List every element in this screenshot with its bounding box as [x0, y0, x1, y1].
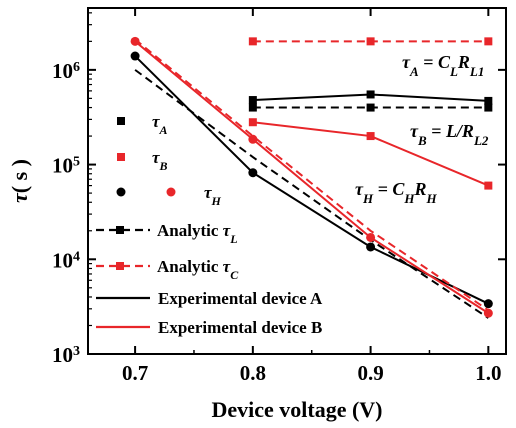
- marker-analyticC_tauA-1: [366, 37, 375, 46]
- marker-expA_tauH-0: [130, 51, 140, 61]
- legend-marker-2-0: [116, 187, 126, 197]
- legend-item-6: Experimental device B: [96, 318, 322, 337]
- annotation-tau-b: τB = L/RL2: [410, 121, 489, 148]
- x-tick-label-1: 0.8: [240, 361, 266, 385]
- annotation-tau-a: τA = CLRL1: [402, 52, 484, 79]
- legend-item-5: Experimental device A: [96, 289, 323, 308]
- marker-analyticC_tauA-0: [248, 37, 257, 46]
- marker-expB_tauH-2: [366, 232, 376, 242]
- marker-expB_tauB-1: [366, 132, 375, 141]
- x-axis-title: Device voltage (V): [211, 397, 382, 422]
- x-tick-label-0: 0.7: [122, 361, 148, 385]
- legend-marker-4: [116, 262, 124, 270]
- y-axis-symbol: τ: [7, 192, 32, 203]
- axis-ticks: [88, 8, 506, 355]
- y-tick-label-2: 105: [52, 154, 80, 178]
- legend-marker-0: [117, 117, 125, 125]
- marker-expA_tauH-1: [248, 168, 258, 178]
- series-markers: [130, 36, 493, 318]
- y-tick-label-1: 104: [52, 248, 80, 272]
- annotation-tau-h: τH = CHRH: [355, 179, 438, 206]
- plot-frame: [87, 7, 507, 355]
- marker-expA_tauA-2: [484, 96, 493, 105]
- legend-item-0: τA: [117, 112, 168, 137]
- series-lines: [134, 38, 489, 319]
- legend-label-1: τB: [152, 148, 168, 173]
- marker-expB_tauB-2: [484, 181, 493, 190]
- marker-expB_tauH-1: [248, 134, 258, 144]
- marker-expB_tauH-0: [130, 36, 140, 46]
- legend-marker-1: [117, 153, 125, 161]
- marker-analyticL_tauA-0: [248, 103, 257, 112]
- legend-label-6: Experimental device B: [158, 318, 322, 337]
- marker-expA_tauA-0: [248, 96, 257, 105]
- y-tick-label-3: 106: [52, 59, 80, 83]
- legend-label-5: Experimental device A: [158, 289, 323, 308]
- x-tick-label-3: 1.0: [475, 361, 501, 385]
- marker-analyticC_tauA-2: [484, 37, 493, 46]
- svg-text:τ( s ): τ( s ): [7, 159, 32, 203]
- marker-analyticL_tauA-2: [484, 103, 493, 112]
- legend-label-4: Analytic τC: [157, 257, 239, 282]
- marker-expB_tauH-3: [483, 308, 493, 318]
- legend-item-3: Analytic τL: [96, 221, 238, 246]
- legend-marker-2-1: [166, 187, 176, 197]
- series-line-analytic_tauC: [134, 38, 489, 312]
- legend-label-2: τH: [204, 183, 222, 208]
- y-axis-unit: ( s ): [7, 159, 32, 193]
- legend-item-2: τH: [116, 183, 222, 208]
- legend: τA τB τH Analytic τL Analytic τC Experimental…: [96, 112, 323, 337]
- legend-marker-3: [116, 226, 124, 234]
- y-axis-title: τ( s ): [7, 159, 32, 203]
- x-tick-label-2: 0.9: [357, 361, 383, 385]
- marker-expA_tauH-3: [483, 299, 493, 309]
- x-tick-labels: 0.7 0.8 0.9 1.0: [122, 361, 501, 385]
- legend-label-3: Analytic τL: [157, 221, 238, 246]
- marker-analyticL_tauA-1: [366, 103, 375, 112]
- legend-label-0: τA: [152, 112, 168, 137]
- marker-expB_tauB-0: [248, 118, 257, 127]
- marker-expA_tauH-2: [366, 242, 376, 252]
- y-tick-label-0: 103: [52, 343, 80, 367]
- legend-item-4: Analytic τC: [96, 257, 239, 282]
- series-line-expB_tauH: [134, 40, 489, 314]
- legend-item-1: τB: [117, 148, 168, 173]
- marker-expA_tauA-1: [366, 90, 375, 99]
- y-tick-labels: 103 104 105 106: [52, 59, 80, 367]
